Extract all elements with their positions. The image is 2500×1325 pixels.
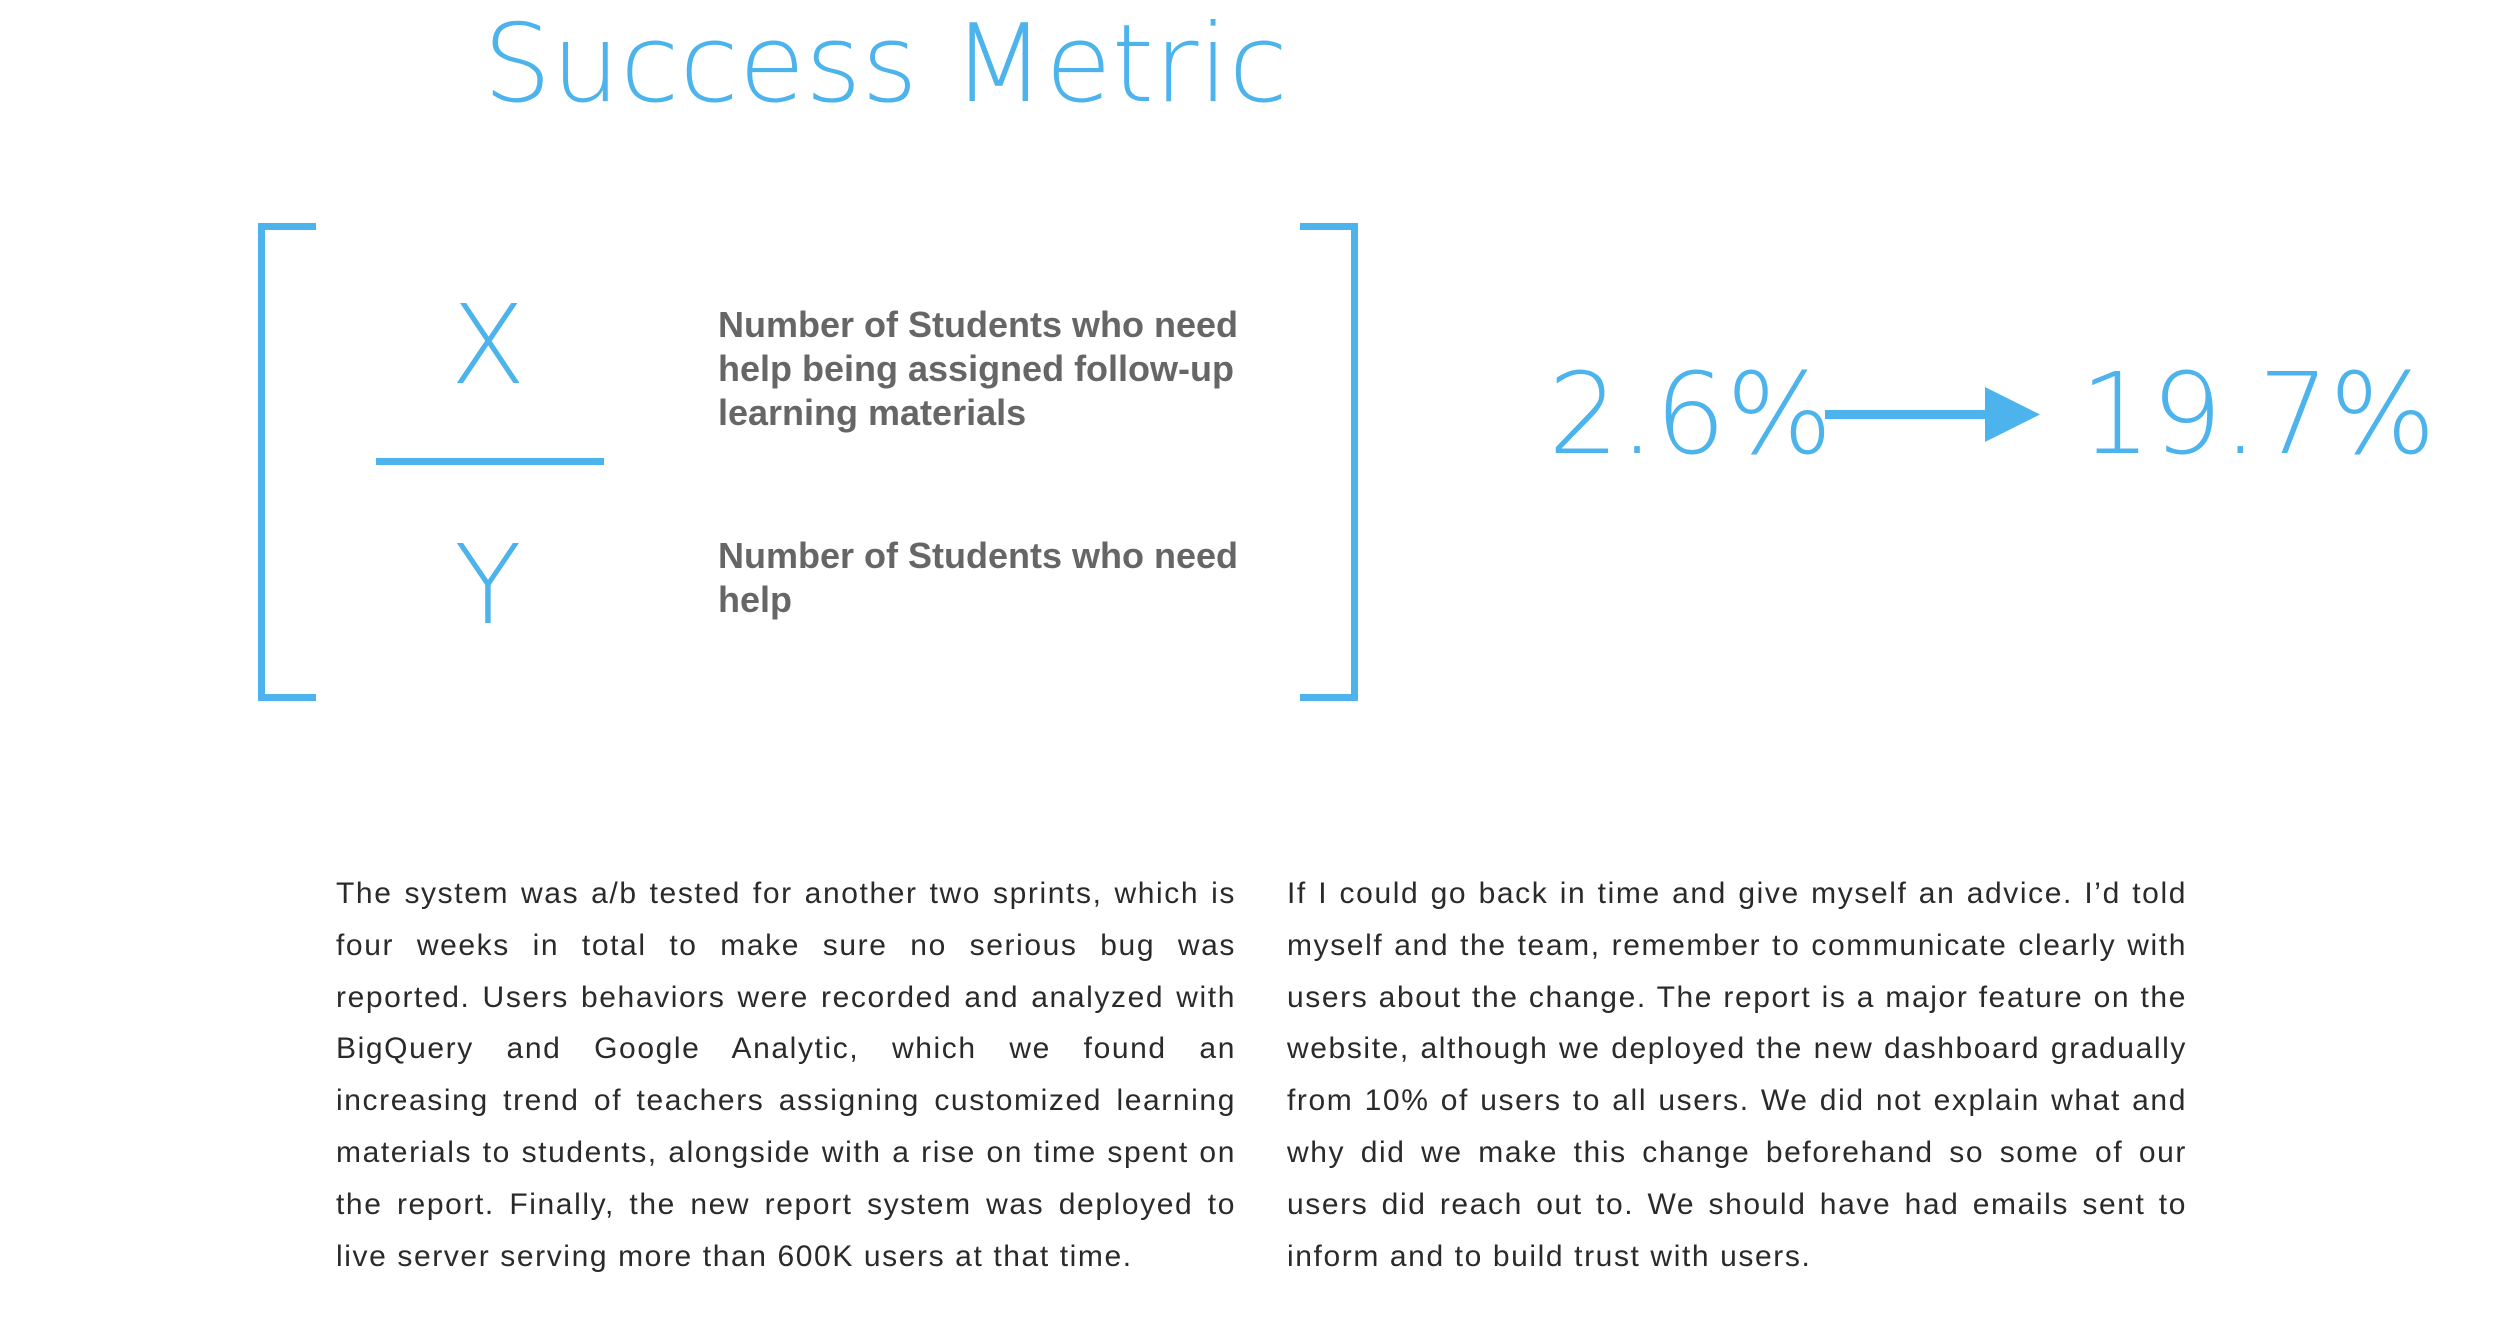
arrow-right-icon <box>1825 387 2040 442</box>
denominator-description: Number of Students who need help <box>718 535 1239 620</box>
left-bracket <box>258 223 316 701</box>
metric-after-value: 19.7% <box>2080 350 2436 480</box>
page-title: Success Metric <box>483 2 1288 127</box>
metric-before-value: 2.6% <box>1548 350 1833 480</box>
numerator-description: Number of Students who need help being a… <box>718 304 1239 433</box>
results-paragraph: The system was a/b tested for another tw… <box>336 877 1236 1273</box>
reflection-paragraph: If I could go back in time and give myse… <box>1287 877 2187 1273</box>
fraction-bar <box>376 458 604 465</box>
denominator-symbol: Y <box>454 521 522 649</box>
numerator-symbol: X <box>450 281 526 409</box>
right-bracket <box>1300 223 1358 701</box>
